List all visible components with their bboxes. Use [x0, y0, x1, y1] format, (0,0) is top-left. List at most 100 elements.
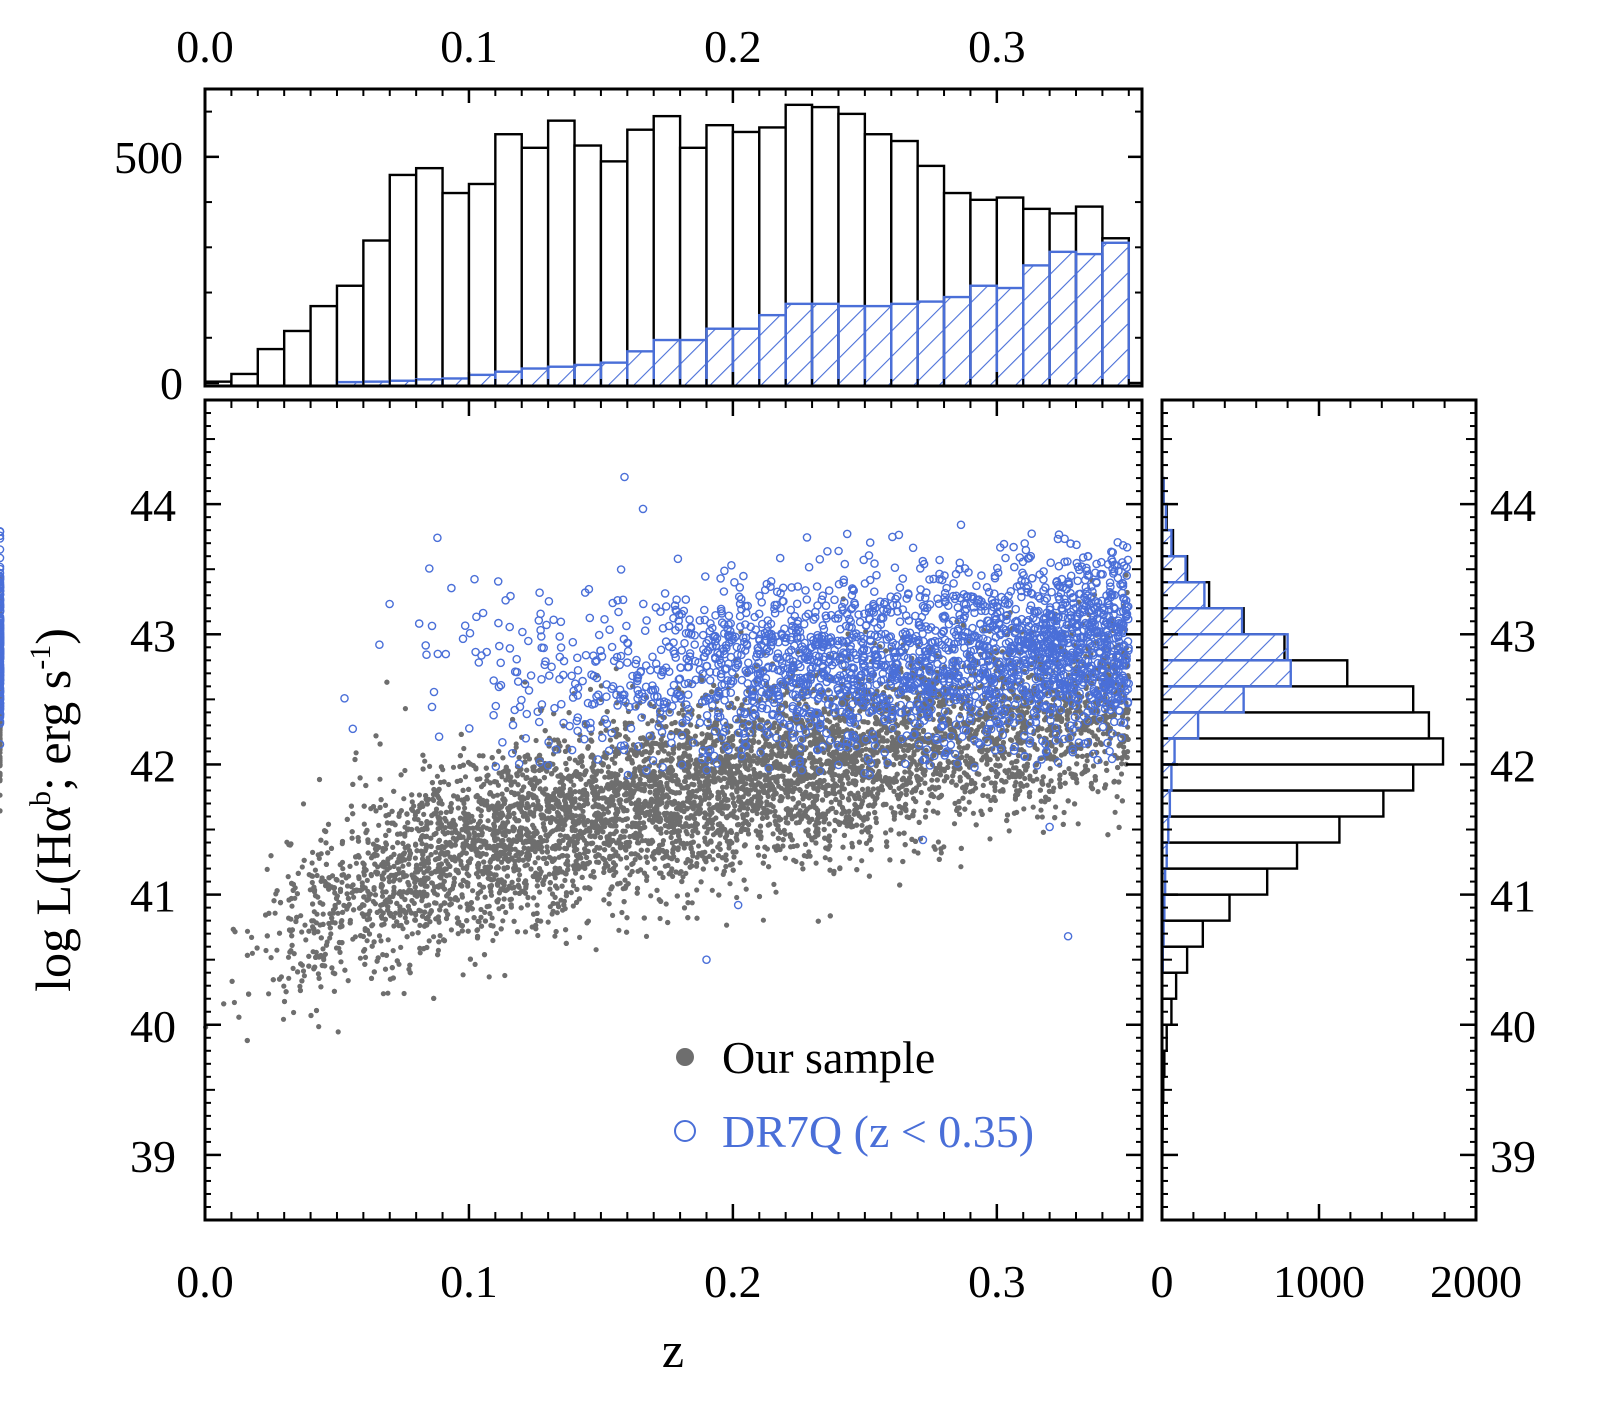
sample-point [309, 879, 315, 886]
top-hist-dr7q-bar [758, 313, 787, 388]
sample-point [655, 750, 661, 756]
sample-point [1114, 794, 1120, 800]
sample-point [546, 871, 553, 877]
sample-point [302, 922, 308, 928]
top-hist-dr7q-bar [678, 338, 708, 388]
sample-point [428, 820, 434, 826]
sample-point [709, 887, 715, 893]
sample-point [579, 763, 586, 769]
sample-point [297, 983, 303, 990]
sample-point [610, 718, 617, 724]
sample-point [802, 841, 809, 848]
top-hist-dr7q-bar [863, 304, 893, 388]
top-histogram-frame [203, 87, 1144, 388]
sample-point [249, 934, 255, 941]
sample-point [829, 805, 836, 812]
sample-point [1000, 788, 1006, 794]
sample-point [557, 832, 564, 838]
sample-point [537, 834, 544, 841]
sample-point [537, 889, 543, 895]
sample-point [298, 913, 304, 919]
sample-point [264, 866, 270, 873]
sample-point [458, 862, 464, 868]
sample-point [859, 786, 866, 793]
sample-point [694, 860, 700, 867]
sample-point [390, 948, 396, 954]
sample-point [409, 799, 415, 805]
sample-point [1038, 807, 1044, 813]
top-hist-sample-bar [520, 146, 550, 388]
sample-point [724, 922, 730, 928]
sample-point [378, 938, 384, 944]
sample-point [995, 756, 1001, 762]
sample-point [902, 769, 908, 775]
top-hist-sample-bar [414, 166, 444, 388]
sample-point [749, 817, 755, 823]
sample-point [502, 972, 508, 979]
sample-point [385, 937, 391, 943]
sample-point [773, 889, 779, 895]
sample-point [330, 970, 336, 976]
sample-point [914, 767, 920, 773]
top-x-tick-label: 0.3 [968, 21, 1026, 72]
sample-point [932, 846, 938, 852]
sample-point [873, 819, 880, 826]
sample-point [371, 887, 377, 893]
sample-point [935, 839, 942, 845]
sample-point [610, 912, 616, 919]
sample-point [392, 910, 399, 916]
sample-point [723, 784, 730, 790]
sample-point [470, 888, 476, 894]
sample-point [484, 904, 490, 910]
top-hist-dr7q-bar [494, 370, 523, 388]
sample-point [663, 829, 670, 836]
sample-point [353, 860, 359, 866]
sample-point [570, 903, 576, 909]
sample-point [380, 991, 386, 997]
sample-point [357, 955, 363, 961]
top-hist-dr7q-bar [705, 327, 735, 388]
sample-point [309, 860, 315, 866]
sample-point [612, 760, 618, 766]
sample-point [859, 822, 865, 828]
sample-point [929, 777, 935, 783]
top-hist-dr7q-bar [626, 350, 655, 388]
sample-point [544, 849, 551, 855]
top-histogram-dr7q-bars [335, 241, 1131, 388]
sample-point [437, 933, 443, 939]
top-x-tick-label: 0.0 [176, 21, 234, 72]
sample-point [545, 919, 551, 925]
sample-point [353, 750, 359, 756]
sample-point [643, 933, 650, 940]
sample-point [607, 737, 614, 743]
sample-point [427, 763, 433, 770]
sample-point [460, 972, 466, 978]
sample-point [544, 844, 550, 850]
sample-point [400, 926, 406, 932]
top-hist-sample-bar [362, 239, 391, 388]
sample-point [300, 968, 307, 974]
sample-point [561, 738, 568, 744]
sample-point [813, 860, 819, 866]
sample-point [421, 811, 427, 818]
top-hist-sample-bar [467, 182, 497, 388]
sample-point [923, 807, 929, 814]
sample-point [806, 849, 812, 855]
sample-point [493, 930, 499, 937]
top-hist-dr7q-bar [467, 373, 497, 388]
top-hist-sample-bar [599, 160, 629, 388]
sample-point [587, 686, 594, 693]
sample-point [782, 753, 789, 760]
sample-point [1022, 775, 1028, 782]
sample-point [552, 933, 558, 939]
sample-point [314, 872, 320, 879]
sample-point [663, 901, 669, 907]
sample-point [412, 855, 418, 861]
sample-point [455, 805, 461, 811]
sample-point [280, 1016, 287, 1022]
sample-point [582, 822, 588, 828]
top-hist-sample-bar [494, 133, 523, 388]
sample-point [1053, 804, 1059, 810]
